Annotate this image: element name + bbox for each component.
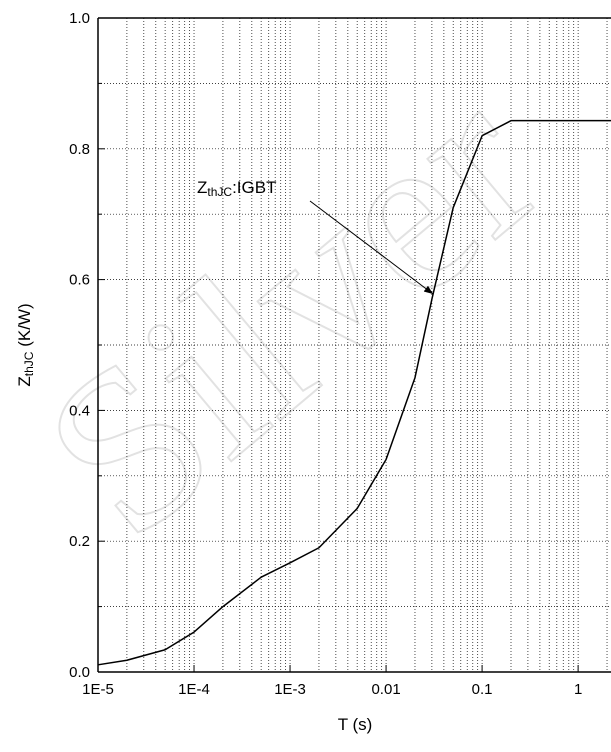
y-tick-label: 0.6 bbox=[69, 272, 90, 289]
y-tick-label: 0.4 bbox=[69, 402, 90, 419]
x-tick-label: 1 bbox=[574, 681, 582, 698]
watermark: Silver bbox=[0, 36, 583, 584]
x-tick-label: 1E-3 bbox=[274, 681, 306, 698]
y-label-main: Z bbox=[15, 376, 34, 386]
y-tick-label: 0.0 bbox=[69, 664, 90, 681]
annotation: ZthJC:IGBT bbox=[197, 178, 276, 199]
annotation-rest: :IGBT bbox=[232, 178, 276, 197]
annotation-arrow bbox=[309, 200, 434, 295]
x-tick-label: 0.01 bbox=[371, 681, 400, 698]
x-tick-label: 1E-4 bbox=[178, 681, 210, 698]
annotation-main: Z bbox=[197, 178, 207, 197]
y-label-rest: (K/W) bbox=[15, 303, 34, 351]
y-tick-label: 0.2 bbox=[69, 533, 90, 550]
y-tick-label: 1.0 bbox=[69, 10, 90, 27]
x-tick-label: 1E-5 bbox=[82, 681, 114, 698]
x-tick-label: 0.1 bbox=[472, 681, 493, 698]
x-axis-label: T (s) bbox=[338, 715, 373, 734]
annotation-sub: thJC bbox=[207, 185, 232, 199]
y-label-sub: thJC bbox=[22, 351, 36, 376]
y-tick-label: 0.8 bbox=[69, 141, 90, 158]
data-line bbox=[97, 119, 611, 666]
y-axis-label: ZthJC (K/W) bbox=[15, 303, 36, 386]
